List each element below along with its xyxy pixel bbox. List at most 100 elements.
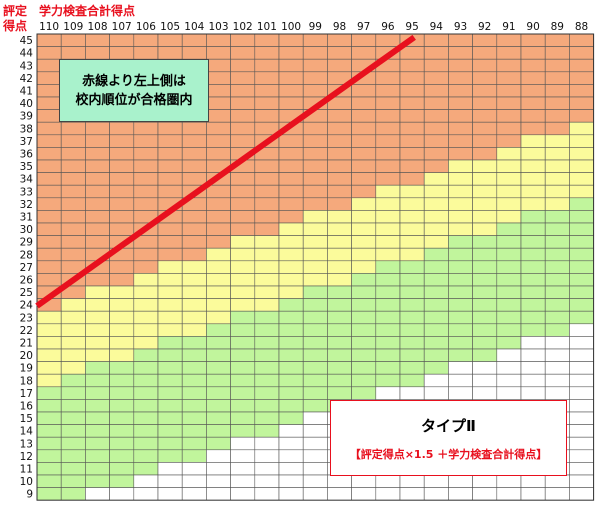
cell-30-92 <box>472 222 498 236</box>
cell-23-108 <box>85 310 110 325</box>
cell-19-89 <box>544 361 570 375</box>
cell-22-95 <box>399 323 425 337</box>
cell-41-97 <box>351 84 377 98</box>
cell-45-98 <box>327 33 352 47</box>
cell-30-89 <box>544 222 570 236</box>
cell-39-95 <box>399 109 425 123</box>
cell-16-106 <box>133 399 159 413</box>
cell-43-100 <box>278 58 304 73</box>
cell-31-101 <box>254 210 280 224</box>
cell-20-106 <box>133 348 159 362</box>
cell-34-102 <box>230 172 256 186</box>
cell-28-91 <box>496 247 522 262</box>
cell-44-102 <box>230 46 256 60</box>
cell-32-96 <box>375 197 401 211</box>
cell-38-109 <box>60 121 86 136</box>
cell-23-102 <box>230 310 256 325</box>
cell-31-90 <box>520 210 546 224</box>
x-tick-102: 102 <box>233 21 253 33</box>
cell-42-102 <box>230 71 256 85</box>
cell-18-93 <box>448 373 473 388</box>
cell-19-107 <box>109 361 135 375</box>
cell-38-104 <box>181 121 207 136</box>
cell-29-105 <box>157 235 183 249</box>
x-tick-97: 97 <box>357 21 370 33</box>
y-tick-23: 23 <box>20 312 33 324</box>
cell-12-101 <box>254 449 280 463</box>
cell-19-91 <box>496 361 522 375</box>
cell-35-89 <box>544 159 570 173</box>
cell-45-101 <box>254 33 280 47</box>
cell-23-95 <box>399 310 425 325</box>
cell-40-103 <box>206 96 231 110</box>
cell-14-105 <box>157 424 183 438</box>
cell-24-107 <box>109 298 135 312</box>
cell-31-91 <box>496 210 522 224</box>
cell-44-94 <box>423 46 449 60</box>
cell-10-92 <box>472 474 498 488</box>
cell-32-89 <box>544 197 570 211</box>
cell-22-106 <box>133 323 159 337</box>
cell-42-93 <box>448 71 473 85</box>
cell-33-97 <box>351 184 377 199</box>
cell-11-88 <box>569 462 594 476</box>
cell-31-104 <box>181 210 207 224</box>
cell-23-109 <box>60 310 86 325</box>
cell-43-102 <box>230 58 256 73</box>
cell-24-101 <box>254 298 280 312</box>
cell-13-88 <box>569 436 594 451</box>
cell-30-109 <box>60 222 86 236</box>
cell-28-96 <box>375 247 401 262</box>
cell-10-109 <box>60 474 86 488</box>
cell-40-94 <box>423 96 449 110</box>
cell-32-100 <box>278 197 304 211</box>
cell-27-97 <box>351 260 377 274</box>
cell-37-102 <box>230 134 256 148</box>
cell-43-93 <box>448 58 473 73</box>
cell-39-89 <box>544 109 570 123</box>
cell-24-103 <box>206 298 231 312</box>
cell-25-93 <box>448 285 473 299</box>
cell-43-92 <box>472 58 498 73</box>
cell-30-97 <box>351 222 377 236</box>
cell-40-92 <box>472 96 498 110</box>
cell-25-100 <box>278 285 304 299</box>
cell-12-108 <box>85 449 110 463</box>
cell-18-110 <box>36 373 62 388</box>
cell-36-110 <box>36 147 62 161</box>
cell-9-104 <box>181 487 207 501</box>
y-tick-44: 44 <box>20 48 34 60</box>
cell-41-101 <box>254 84 280 98</box>
x-tick-101: 101 <box>257 21 277 33</box>
cell-9-95 <box>399 487 425 501</box>
cell-16-105 <box>157 399 183 413</box>
cell-21-109 <box>60 336 86 350</box>
cell-22-91 <box>496 323 522 337</box>
cell-9-88 <box>569 487 594 501</box>
cell-20-88 <box>569 348 594 362</box>
cell-21-91 <box>496 336 522 350</box>
cell-36-92 <box>472 147 498 161</box>
cell-19-108 <box>85 361 110 375</box>
cell-18-106 <box>133 373 159 388</box>
cell-35-100 <box>278 159 304 173</box>
cell-27-89 <box>544 260 570 274</box>
cell-18-95 <box>399 373 425 388</box>
cell-45-90 <box>520 33 546 47</box>
cell-22-108 <box>85 323 110 337</box>
cell-37-96 <box>375 134 401 148</box>
cell-39-90 <box>520 109 546 123</box>
x-tick-108: 108 <box>87 21 107 33</box>
cell-39-103 <box>206 109 231 123</box>
cell-22-88 <box>569 323 594 337</box>
cell-44-93 <box>448 46 473 60</box>
cell-18-99 <box>302 373 328 388</box>
cell-23-100 <box>278 310 304 325</box>
cell-25-88 <box>569 285 594 299</box>
cell-43-110 <box>36 58 62 73</box>
cell-18-103 <box>206 373 231 388</box>
cell-23-107 <box>109 310 135 325</box>
cell-14-103 <box>206 424 231 438</box>
cell-27-94 <box>423 260 449 274</box>
cell-41-100 <box>278 84 304 98</box>
